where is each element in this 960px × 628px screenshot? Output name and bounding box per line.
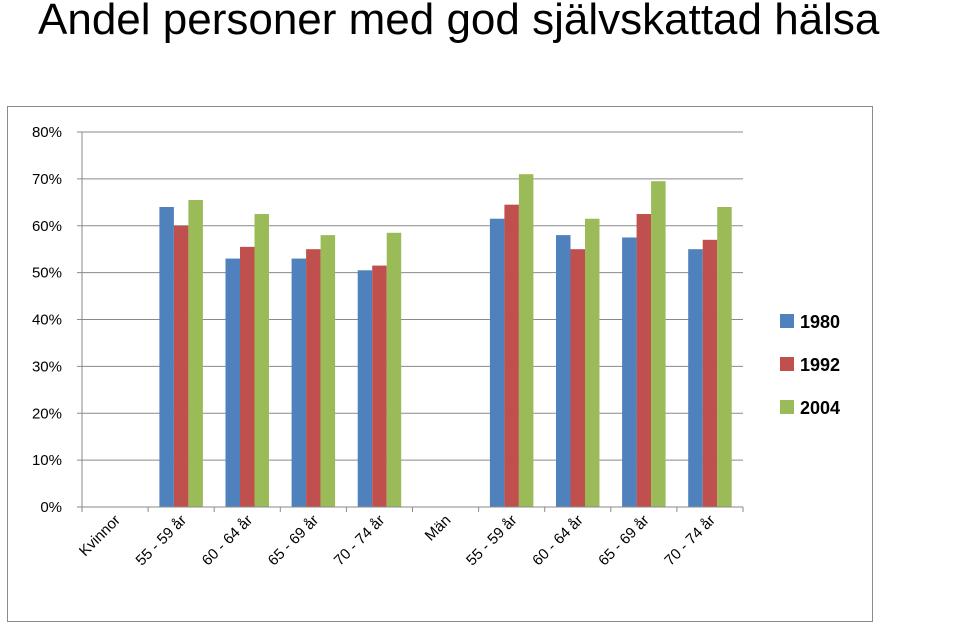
y-tick-label: 0% xyxy=(40,499,62,516)
bar-1980 xyxy=(556,235,571,507)
bar-1980 xyxy=(159,207,174,507)
legend-swatch-2004 xyxy=(780,400,794,414)
bar-1992 xyxy=(306,249,321,507)
chart-frame: 0% 10% 20% 30% 40% 50% 60% 70% 80% Kvinnor 55 - 59… xyxy=(7,106,873,622)
bar-1992 xyxy=(570,249,585,507)
bar-1992 xyxy=(372,265,387,507)
bar-2004 xyxy=(188,199,203,507)
legend-swatch-1992 xyxy=(780,357,794,371)
x-tick-label: 65 - 69 år xyxy=(265,512,322,569)
y-tick-label: 80% xyxy=(32,124,62,141)
bar-chart: 0%10%20%30%40%50%60%70%80%Kvinnor 55 - 59… xyxy=(32,124,840,569)
legend: 1980 1992 2004 xyxy=(780,312,840,418)
bar-1980 xyxy=(291,258,307,507)
y-tick-label: 40% xyxy=(32,312,62,329)
x-tick-label: 65 - 69 år xyxy=(595,512,652,569)
slide-title: Andel personer med god självskattad häls… xyxy=(38,0,880,44)
bar-1980 xyxy=(489,218,505,507)
y-tick-label: 20% xyxy=(32,405,62,422)
x-tick-label: 55 - 59 år xyxy=(133,512,190,569)
bar-1992 xyxy=(240,246,255,507)
legend-label: 1980 xyxy=(800,312,840,332)
x-tick-label: Kvinnor xyxy=(76,512,124,560)
bar-1980 xyxy=(622,237,637,507)
legend-label: 2004 xyxy=(800,398,840,418)
x-tick-label: 70 - 74 år xyxy=(331,512,388,569)
y-tick-label: 60% xyxy=(32,218,62,235)
legend-label: 1992 xyxy=(800,355,840,375)
bar-2004 xyxy=(651,181,666,507)
x-tick-label: 70 - 74 år xyxy=(661,512,718,569)
x-tick-label: Män xyxy=(422,512,455,545)
legend-swatch-1980 xyxy=(780,314,794,328)
bar-2004 xyxy=(386,232,402,507)
bar-1980 xyxy=(357,270,373,507)
bar-2004 xyxy=(320,235,336,507)
y-tick-label: 10% xyxy=(32,452,62,469)
bar-2004 xyxy=(717,207,732,507)
y-tick-label: 50% xyxy=(32,265,62,282)
bar-2004 xyxy=(254,214,269,507)
bar-2004 xyxy=(518,174,534,507)
x-tick-label: 60 - 64 år xyxy=(529,512,586,569)
bar-1980 xyxy=(688,249,703,507)
bar-1992 xyxy=(636,214,652,507)
x-tick-label: 60 - 64 år xyxy=(199,512,256,569)
bar-1992 xyxy=(504,204,519,507)
bar-1992 xyxy=(173,225,189,507)
bar-1980 xyxy=(225,258,240,507)
y-tick-label: 30% xyxy=(32,358,62,375)
bar-1992 xyxy=(702,239,718,507)
bars xyxy=(159,174,732,507)
x-tick-label: 55 - 59 år xyxy=(463,512,520,569)
bar-2004 xyxy=(585,218,600,507)
y-tick-label: 70% xyxy=(32,171,62,188)
